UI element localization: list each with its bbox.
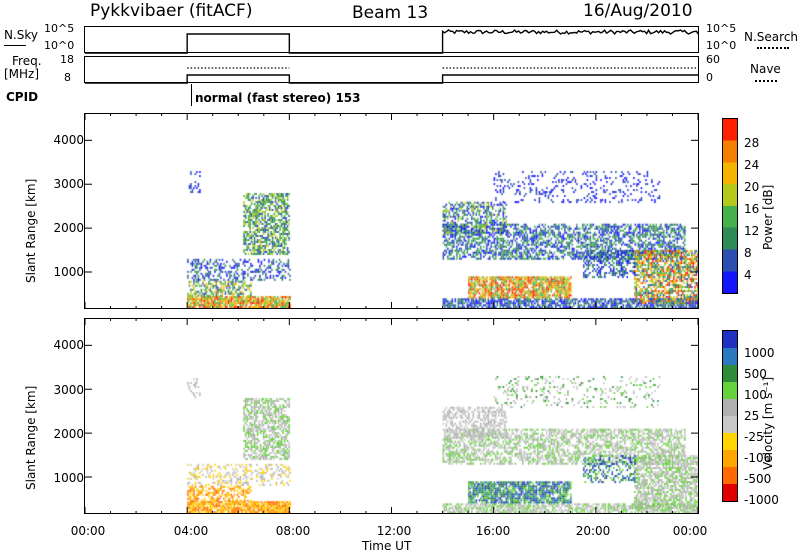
power-cb-tick-28: 28	[744, 136, 760, 150]
power-ytick-4000: 4000	[53, 133, 84, 147]
nsky-line-key	[4, 45, 26, 46]
power-heatmap	[85, 114, 698, 308]
freq-tick-high: 18	[60, 53, 74, 66]
cpid-label: CPID	[6, 90, 39, 104]
power-cb-tick-16: 16	[744, 202, 760, 216]
power-cb-tick-24: 24	[744, 158, 760, 172]
velocity-colorbar	[722, 330, 738, 502]
date-title: 16/Aug/2010	[583, 1, 693, 21]
velocity-ytick-4000: 4000	[53, 338, 84, 352]
velocity-ytick-1000: 1000	[53, 471, 84, 485]
freq-trace	[85, 67, 698, 84]
xtick-0000-end: 00:00	[672, 524, 708, 538]
nave-tick-high: 60	[706, 53, 720, 66]
xtick-0400: 04:00	[173, 524, 209, 538]
power-cb-tick-12: 12	[744, 224, 760, 238]
nsky-tick-low: 10^0	[44, 39, 75, 52]
velocity-ytick-2000: 2000	[53, 427, 84, 441]
nsky-label: N.Sky	[4, 28, 39, 42]
velocity-cb-tick-neg1000: -1000	[744, 493, 779, 507]
x-axis-label: Time UT	[362, 539, 412, 553]
nave-tick-low: 0	[706, 71, 713, 84]
beam-title: Beam 13	[352, 3, 429, 23]
xtick-1600: 16:00	[475, 524, 511, 538]
freq-panel	[84, 56, 699, 84]
xtick-0000: 00:00	[70, 524, 106, 538]
velocity-cb-tick-1000: 1000	[744, 346, 775, 360]
nsearch-tick-low: 10^0	[706, 39, 737, 52]
nsearch-line-key	[757, 47, 789, 49]
velocity-panel	[84, 318, 699, 514]
freq-unit: [MHz]	[4, 67, 40, 81]
nave-label: Nave	[750, 62, 781, 76]
nave-line-key	[755, 80, 777, 82]
velocity-heatmap	[85, 319, 698, 513]
velocity-cb-tick-500: 500	[744, 367, 767, 381]
velocity-cb-tick-neg100: -100	[744, 451, 772, 465]
freq-label: Freq.	[12, 54, 42, 68]
cpid-text: normal (fast stereo) 153	[195, 91, 361, 105]
power-cb-tick-8: 8	[744, 246, 752, 260]
power-cb-tick-4: 4	[744, 268, 752, 282]
nsearch-tick-high: 10^5	[706, 22, 737, 35]
nsky-tick-high: 10^5	[44, 22, 75, 35]
power-colorbar	[722, 118, 738, 294]
power-ytick-3000: 3000	[53, 177, 84, 191]
xtick-1200: 12:00	[376, 524, 412, 538]
velocity-cb-tick-100: 100	[744, 388, 767, 402]
power-ytick-2000: 2000	[53, 221, 84, 235]
freq-tick-low: 8	[64, 71, 71, 84]
xtick-2000: 20:00	[575, 524, 611, 538]
nsearch-label: N.Search	[744, 30, 799, 44]
velocity-cb-tick-neg500: -500	[744, 472, 772, 486]
power-cb-tick-20: 20	[744, 180, 760, 194]
radar-title: Pykkvibaer (fitACF)	[90, 1, 253, 21]
power-panel	[84, 113, 699, 309]
velocity-cb-tick-neg25: -25	[744, 430, 764, 444]
power-ytick-1000: 1000	[53, 265, 84, 279]
velocity-cb-tick-25: 25	[744, 409, 760, 423]
cpid-marker	[191, 84, 192, 106]
xtick-0800: 08:00	[275, 524, 311, 538]
nsky-panel	[84, 26, 699, 54]
velocity-ytick-3000: 3000	[53, 383, 84, 397]
nsky-trace	[85, 28, 699, 54]
